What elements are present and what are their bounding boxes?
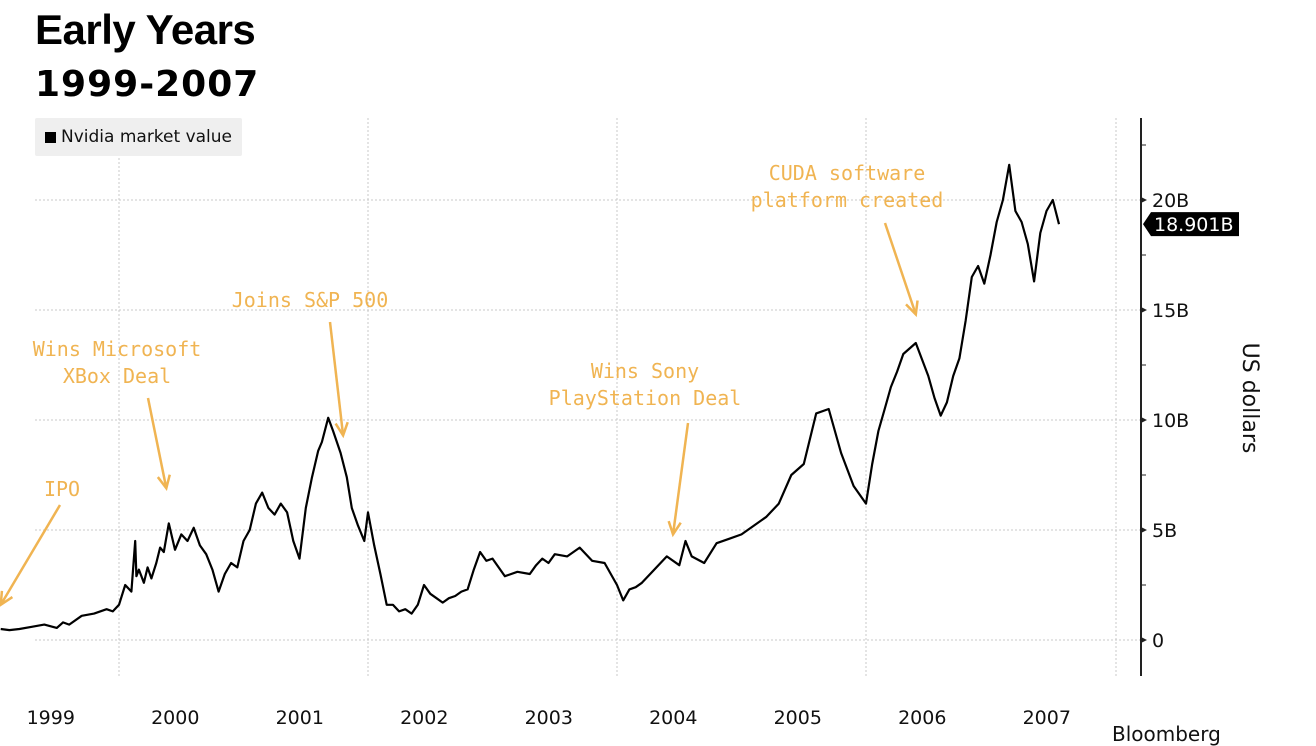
legend: Nvidia market value <box>35 118 242 156</box>
annotation-arrow-head <box>0 590 14 607</box>
annotation-label: Joins S&P 500 <box>232 288 389 312</box>
y-tick-mark <box>1141 417 1147 423</box>
y-tick-mark <box>1141 197 1147 203</box>
annotation-label: XBox Deal <box>63 364 171 388</box>
last-value-badge <box>1143 212 1239 237</box>
annotation-label: Wins Microsoft <box>33 337 202 361</box>
y-tick-label: 10B <box>1152 410 1189 432</box>
x-tick-label: 2007 <box>1023 707 1071 729</box>
annotation-arrow-shaft <box>146 397 168 489</box>
y-tick-label: 15B <box>1152 300 1189 322</box>
x-tick-label: 2005 <box>774 707 822 729</box>
y-tick-label: 5B <box>1152 520 1177 542</box>
annotation-label: IPO <box>44 477 80 501</box>
annotation-arrow-shaft <box>883 222 917 315</box>
x-tick-label: 2001 <box>276 707 324 729</box>
annotation-label: CUDA software <box>769 161 926 185</box>
last-value-label: 18.901B <box>1154 214 1234 236</box>
annotation-arrow-shaft <box>0 504 62 606</box>
source-branding: Bloomberg <box>1112 722 1221 746</box>
annotation-arrow-shaft <box>328 321 345 436</box>
annotation-arrow-head <box>334 421 349 439</box>
chart-subtitle: 1999-2007 <box>35 64 260 105</box>
series-layer <box>0 163 1061 632</box>
annotation-label: platform created <box>751 188 944 212</box>
y-tick-mark <box>1141 307 1147 313</box>
x-tick-label: 1999 <box>27 707 75 729</box>
annotation-arrow-head <box>667 520 682 538</box>
x-tick-label: 2003 <box>525 707 573 729</box>
x-tick-label: 2004 <box>649 707 697 729</box>
annotation-label: PlayStation Deal <box>549 386 742 410</box>
y-tick-label: 0 <box>1152 630 1164 652</box>
legend-label: Nvidia market value <box>61 127 233 147</box>
annotation-arrow-shaft <box>671 422 690 535</box>
series-line-nvidia-market-value <box>0 163 1061 632</box>
y-tick-mark <box>1141 527 1147 533</box>
annotation-label: Wins Sony <box>591 359 699 383</box>
chart-title: Early Years <box>35 6 256 53</box>
annotation-arrow-head <box>156 474 171 492</box>
y-tick-mark <box>1141 637 1147 643</box>
annotation-arrow-head <box>905 300 919 318</box>
x-tick-label: 2002 <box>400 707 448 729</box>
y-tick-label: 20B <box>1152 190 1189 212</box>
y-axis-label: US dollars <box>1237 343 1262 454</box>
annotations: IPO Wins Microsoft XBox Deal Joins S&P 500 W… <box>0 161 944 607</box>
x-tick-label: 2000 <box>151 707 199 729</box>
x-axis: 1999 2000 2001 2002 2003 2004 2005 2006 2007 <box>27 707 1071 729</box>
x-tick-label: 2006 <box>898 707 946 729</box>
legend-swatch <box>45 131 56 143</box>
